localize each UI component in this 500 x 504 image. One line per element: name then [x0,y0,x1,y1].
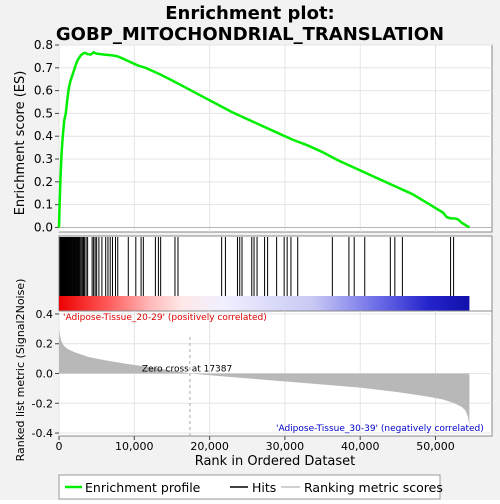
es-tick-label: 0.5 [34,106,53,120]
hits-marks [59,237,455,296]
es-tick-label: 0.8 [34,38,53,52]
negative-correlation-label: 'Adipose-Tissue_30-39' (negatively corre… [276,424,484,434]
es-tick-label: 0.4 [34,129,53,143]
rank-color-bar [59,296,470,311]
metric-tick-label: 0.4 [36,308,54,321]
enrichment-profile-line [57,50,471,229]
metric-tick-label: 0.2 [36,338,54,351]
es-tick-label: 0.7 [34,61,53,75]
es-tick-label: 0.2 [34,175,53,189]
legend-enrichment-profile-label: Enrichment profile [85,480,201,495]
x-tick-label: 50,000 [416,440,455,453]
x-tick-label: 20,000 [190,440,229,453]
positive-correlation-label: 'Adipose-Tissue_20-29' (positively corre… [63,313,267,323]
es-tick-label: 0.3 [34,152,53,166]
x-tick-label: 40,000 [341,440,380,453]
es-tick-label: 0.1 [34,198,53,212]
zero-cross-label: Zero cross at 17387 [142,365,232,375]
es-tick-label: 0.6 [34,84,53,98]
chart-title-line2: GOBP_MITOCHONDRIAL_TRANSLATION [56,24,444,45]
es-tick-label: 0.0 [34,220,53,234]
x-tick-label: 10,000 [115,440,154,453]
x-axis-label: Rank in Ordered Dataset [195,454,356,469]
metric-tick-label: 0.0 [36,368,54,381]
metric-tick-label: -0.4 [32,427,53,440]
es-y-ticks: 0.0 0.1 0.2 0.3 0.4 0.5 0.6 0.7 0.8 [34,38,59,234]
chart-title-line1: Enrichment plot: [165,3,335,24]
x-axis-ticks: 0 10,000 20,000 30,000 40,000 50,000 [56,436,455,453]
metric-y-ticks: -0.4 -0.2 0.0 0.2 0.4 [32,308,59,440]
legend-hits-label: Hits [252,480,276,495]
legend-ranking-metric-label: Ranking metric scores [304,480,443,495]
x-tick-label: 30,000 [266,440,305,453]
es-panel-frame [58,44,493,233]
x-tick-label: 0 [56,440,63,453]
ranking-metric-area [59,328,470,426]
metric-y-axis-label: Ranked list metric (Signal2Noise) [14,279,27,462]
legend-box [58,474,441,500]
es-y-axis-label: Enrichment score (ES) [13,71,28,216]
metric-tick-label: -0.2 [32,397,53,410]
